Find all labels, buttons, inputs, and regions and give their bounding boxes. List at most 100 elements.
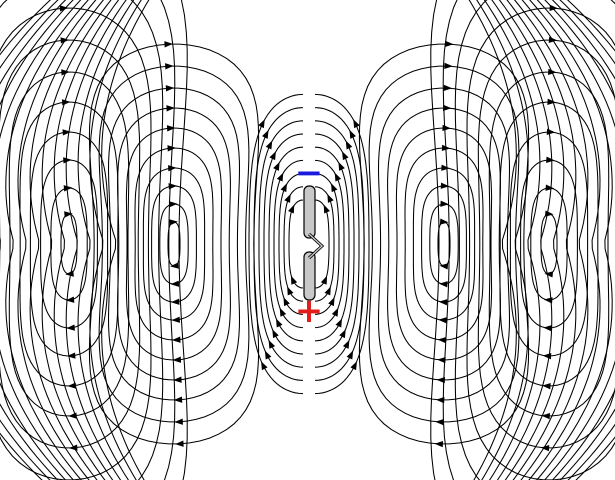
field-loop (107, 87, 241, 401)
field-arrow (546, 156, 555, 163)
field-loop (134, 147, 214, 341)
field-arc (491, 0, 553, 480)
field-arrow (439, 281, 448, 288)
field-arrow (442, 124, 451, 132)
field-arrow (276, 172, 284, 182)
field-arc (529, 0, 613, 480)
field-arrow (168, 183, 178, 190)
field-arrow (258, 119, 265, 129)
field-arc (544, 0, 615, 480)
field-arrow (280, 183, 287, 193)
field-loop (442, 0, 458, 480)
near-field-line (283, 186, 304, 302)
near-field-line (314, 93, 370, 395)
near-field-line (314, 159, 345, 329)
field-arrow (269, 151, 276, 161)
field-arc (551, 0, 615, 480)
field-arrow (172, 336, 181, 343)
field-loop (0, 0, 164, 480)
field-loop (540, 213, 558, 275)
field-arrow (264, 350, 272, 360)
field-arc (476, 0, 529, 480)
field-arrow (353, 119, 360, 129)
field-arrow (261, 361, 268, 371)
field-arrow (437, 356, 446, 364)
field-arrow (542, 383, 551, 390)
near-field-lines (248, 93, 370, 395)
field-arc (468, 0, 517, 480)
field-arrow (543, 325, 552, 332)
field-loop (151, 185, 197, 303)
field-arrow (283, 297, 290, 307)
field-arc (521, 0, 601, 480)
field-loop (88, 43, 260, 445)
field-arrow (262, 129, 269, 139)
field-arrow (164, 41, 173, 48)
field-arrow (170, 280, 180, 287)
field-loop (0, 7, 152, 480)
field-arrow (335, 318, 343, 328)
field-arrow (173, 376, 182, 383)
field-arrow (435, 418, 444, 426)
field-arrow (346, 350, 354, 360)
field-arrow (540, 445, 550, 452)
field-arc (536, 0, 615, 480)
field-arrow (62, 129, 72, 136)
field-arrow (439, 263, 449, 270)
field-arrow (60, 37, 70, 44)
field-loop (430, 0, 440, 480)
field-loop (160, 0, 176, 480)
field-arc (17, 0, 97, 480)
field-arrow (166, 105, 175, 112)
field-arc (506, 0, 577, 480)
field-loop (117, 107, 231, 381)
field-arrow (288, 204, 295, 214)
field-arrow (443, 84, 453, 92)
field-arrow (442, 104, 452, 112)
field-arrow (170, 262, 179, 269)
field-arrow (542, 353, 552, 360)
field-loop (499, 101, 599, 387)
field-loop (421, 185, 467, 303)
field-arrow (327, 193, 334, 203)
antenna-upper-element (303, 185, 316, 239)
field-arrow (67, 382, 77, 389)
near-field-line (314, 133, 355, 355)
field-arrow (547, 98, 556, 105)
field-arrow (61, 99, 71, 106)
field-arrow (328, 297, 335, 307)
field-arrow (544, 271, 554, 278)
field-arrow (441, 164, 450, 171)
near-field-line (314, 173, 340, 315)
field-arrow (543, 297, 553, 304)
field-arrow (437, 336, 447, 344)
field-arrow (66, 324, 75, 331)
field-arrow (541, 413, 550, 420)
field-arc (29, 0, 105, 480)
field-arc (0, 0, 74, 480)
field-loop (142, 167, 206, 321)
field-arrow (338, 161, 345, 171)
field-loop (530, 187, 568, 301)
field-arrow (320, 275, 328, 285)
field-arrow (272, 329, 279, 339)
near-field-line (314, 120, 360, 368)
field-loop (40, 159, 98, 329)
field-loop (387, 107, 501, 381)
field-arrow (345, 140, 353, 150)
field-arrow (342, 151, 349, 161)
field-arrow (342, 339, 350, 349)
field-arrow (63, 157, 72, 164)
field-arrow (66, 352, 76, 359)
field-loop (412, 167, 476, 321)
field-loop (60, 213, 78, 275)
field-arrow (331, 307, 339, 317)
field-arrow (273, 161, 280, 171)
dipole-antenna (303, 185, 325, 301)
field-arrow (170, 298, 180, 305)
field-arrow (167, 145, 176, 152)
near-field-line (288, 199, 304, 289)
field-arrow (440, 200, 449, 207)
field-arrow (166, 125, 176, 132)
